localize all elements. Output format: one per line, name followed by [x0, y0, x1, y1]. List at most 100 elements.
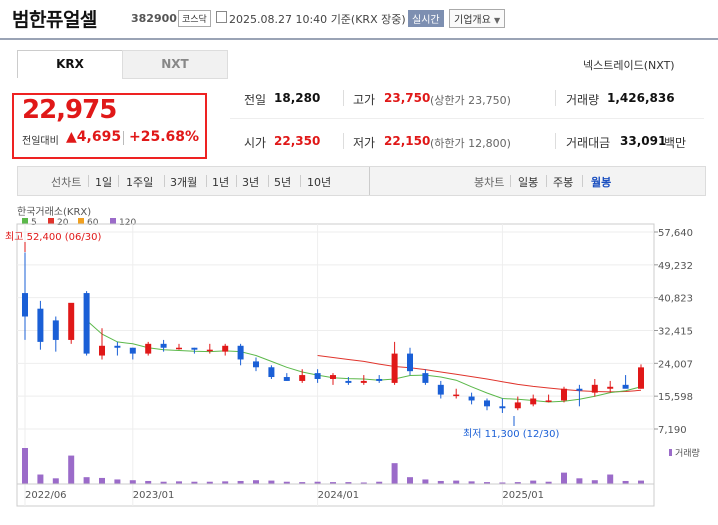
volume-bar: [545, 481, 552, 484]
volume-bar: [437, 480, 444, 484]
volume-legend: 거래량: [675, 447, 700, 459]
upper-limit: (상한가 23,750): [430, 94, 511, 107]
candle-body: [407, 353, 413, 372]
ma20-swatch: [48, 218, 54, 224]
period-daily[interactable]: 일봉: [518, 176, 539, 189]
candle-body: [484, 400, 490, 407]
price-box: 22,975 전일대비 ▲4,695 +25.68%: [12, 93, 207, 159]
candle-body: [437, 384, 444, 395]
candle-body: [314, 373, 321, 379]
nextrade-link[interactable]: 넥스트레이드(NXT): [583, 59, 675, 72]
volume-bar: [222, 481, 229, 484]
low-value: 22,150: [384, 134, 431, 148]
period-3m[interactable]: 3개월: [170, 176, 198, 189]
line-chart-label: 선차트: [51, 176, 82, 189]
period-monthly[interactable]: 월봉: [591, 176, 612, 189]
volume-bar: [37, 474, 44, 484]
candle-body: [145, 343, 152, 354]
stock-code: 382900: [131, 12, 177, 25]
divider: [268, 175, 269, 187]
ma20-legend: 20: [57, 218, 69, 228]
volume-bar: [453, 480, 460, 484]
high-value: 23,750: [384, 91, 431, 105]
candle-body: [345, 380, 352, 383]
candle-body: [499, 406, 506, 409]
divider: [123, 131, 124, 145]
candle-body: [453, 394, 460, 397]
current-price: 22,975: [22, 95, 117, 125]
basis-text: 기준(KRX 장중): [330, 13, 406, 26]
live-badge[interactable]: 실시간: [408, 10, 444, 27]
volume-bar: [330, 482, 336, 484]
change-percent: +25.68%: [129, 129, 200, 145]
high-label: 고가: [353, 93, 376, 107]
low-annotation: 최저 11,300 (12/30): [463, 428, 559, 440]
candle-body: [253, 361, 259, 368]
period-1d[interactable]: 1일: [95, 176, 113, 189]
candle-chart-label: 봉차트: [474, 176, 505, 189]
tab-krx[interactable]: KRX: [17, 50, 123, 78]
volume-bar: [268, 480, 275, 484]
candle-body: [545, 400, 552, 402]
volume-bar: [360, 482, 367, 484]
company-overview-button[interactable]: 기업개요 ▼: [449, 9, 506, 28]
candle-body: [514, 402, 521, 409]
candle-body: [22, 293, 28, 317]
overview-label: 기업개요: [454, 15, 491, 26]
y-tick-label: 15,598: [658, 392, 693, 403]
divider: [510, 175, 511, 187]
volume-bar: [191, 481, 198, 484]
divider: [343, 133, 344, 149]
period-10y[interactable]: 10년: [307, 176, 332, 189]
volume-bar: [283, 481, 290, 484]
stock-chart[interactable]: 한국거래소(KRX) 5 20 60 120 57,640 49,232 40,82…: [0, 198, 718, 525]
volume-bar: [422, 479, 429, 484]
period-1w[interactable]: 1주일: [126, 176, 154, 189]
y-axis: 57,640 49,232 40,823 32,415 24,007 15,598 7,19…: [654, 228, 693, 436]
volume-bar: [237, 480, 244, 484]
ma5-swatch: [22, 218, 28, 224]
divider: [582, 175, 583, 187]
volume-bar: [114, 479, 121, 484]
period-5y[interactable]: 5년: [274, 176, 292, 189]
amount-unit: 백만: [664, 136, 687, 150]
volume-bar: [68, 455, 75, 484]
volume-bar: [638, 480, 644, 484]
candle-body: [83, 293, 90, 354]
candles: [22, 252, 644, 413]
volume-bar: [622, 480, 629, 484]
candle-body: [530, 398, 537, 405]
volume-value: 1,426,836: [607, 91, 675, 105]
candle-body: [391, 353, 398, 383]
y-tick-label: 57,640: [658, 228, 693, 239]
high-annotation: 최고 52,400 (06/30): [5, 231, 101, 243]
open-label: 시가: [244, 136, 267, 150]
volume-bar: [345, 482, 352, 484]
period-1y[interactable]: 1년: [212, 176, 230, 189]
prev-close-label: 전일: [244, 93, 267, 107]
volume-bar: [314, 481, 321, 484]
period-weekly[interactable]: 주봉: [553, 176, 574, 189]
candle-body: [68, 302, 75, 340]
volume-bar: [514, 482, 521, 484]
candle-body: [176, 347, 182, 350]
candle-body: [422, 373, 429, 383]
volume-bar: [576, 478, 583, 484]
prev-close-value: 18,280: [274, 91, 321, 105]
period-3y[interactable]: 3년: [242, 176, 260, 189]
divider: [555, 133, 556, 149]
candle-body: [468, 396, 475, 401]
calendar-icon: [216, 11, 227, 23]
volume-bar: [299, 482, 306, 484]
change-amount-value: 4,695: [76, 129, 122, 145]
candle-body: [99, 345, 105, 356]
y-tick-label: 7,190: [658, 425, 687, 436]
stock-name: 범한퓨얼셀: [12, 9, 97, 31]
volume-bar: [468, 481, 475, 484]
amount-value: 33,091: [620, 134, 667, 148]
low-label: 저가: [353, 136, 376, 150]
chevron-down-icon: ▼: [494, 16, 501, 25]
divider: [343, 90, 344, 106]
candle-body: [160, 343, 167, 348]
tab-nxt[interactable]: NXT: [122, 50, 228, 79]
